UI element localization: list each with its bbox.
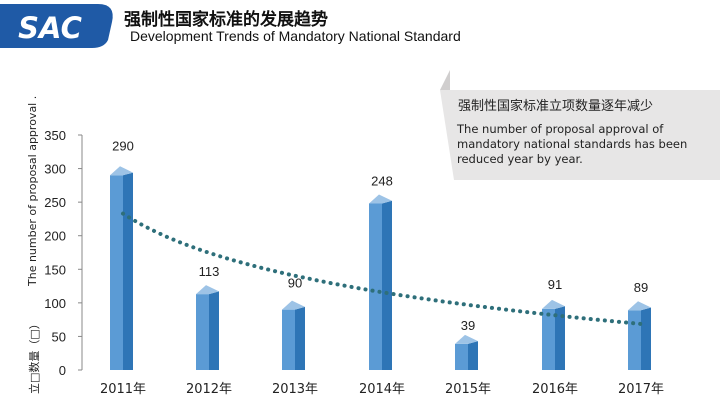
y-tick-label: 100 <box>44 296 66 311</box>
callout-text-cn: 强制性国家标准立项数量逐年减少 <box>458 99 654 114</box>
bar-side <box>641 307 651 370</box>
bar-side <box>468 341 478 370</box>
y-tick-label: 150 <box>44 262 66 277</box>
y-tick-label: 0 <box>59 363 66 378</box>
page-title: 强制性国家标准的发展趋势 <box>124 10 328 30</box>
bar-side <box>295 306 305 370</box>
sac-logo: SAC <box>0 4 113 48</box>
data-label: 89 <box>634 280 648 295</box>
data-label: 248 <box>371 173 393 188</box>
data-label: 113 <box>199 264 220 279</box>
callout-arrow <box>440 70 720 180</box>
bar <box>542 308 555 370</box>
bar-top <box>196 285 219 295</box>
x-tick-label: 2011年 <box>100 382 146 397</box>
x-tick-label: 2013年 <box>272 382 318 397</box>
bar <box>196 294 209 370</box>
trendline <box>121 211 643 326</box>
bar-side <box>209 291 219 370</box>
bar <box>628 310 641 370</box>
bar-top <box>455 334 478 344</box>
x-tick-label: 2017年 <box>618 382 664 397</box>
bar-top <box>110 166 133 176</box>
y-tick-label: 300 <box>44 162 66 177</box>
x-tick-label: 2012年 <box>186 382 232 397</box>
y-tick-label: 250 <box>44 195 66 210</box>
data-label: 90 <box>288 276 302 291</box>
x-tick-label: 2015年 <box>445 382 491 397</box>
bar-top <box>628 301 651 311</box>
bar-side <box>123 172 133 370</box>
y-tick-label: 200 <box>44 229 66 244</box>
bar-top <box>282 300 305 310</box>
data-label: 91 <box>548 277 562 292</box>
bar <box>369 203 382 370</box>
x-tick-label: 2014年 <box>359 382 405 397</box>
bar-side <box>555 306 565 370</box>
callout-text-en: The number of proposal approval of manda… <box>457 122 688 166</box>
bar <box>455 343 468 370</box>
bar <box>110 175 123 370</box>
data-label: 290 <box>112 138 134 153</box>
y-tick-label: 50 <box>52 329 66 344</box>
bar-top <box>369 194 392 204</box>
x-tick-label: 2016年 <box>532 382 578 397</box>
bar-top <box>542 299 565 309</box>
page-subtitle: Development Trends of Mandatory National… <box>130 28 461 44</box>
logo-text: SAC <box>18 11 82 45</box>
bar <box>282 309 295 370</box>
bar-side <box>382 200 392 370</box>
data-label: 39 <box>461 318 475 333</box>
y-tick-label: 350 <box>44 128 66 143</box>
